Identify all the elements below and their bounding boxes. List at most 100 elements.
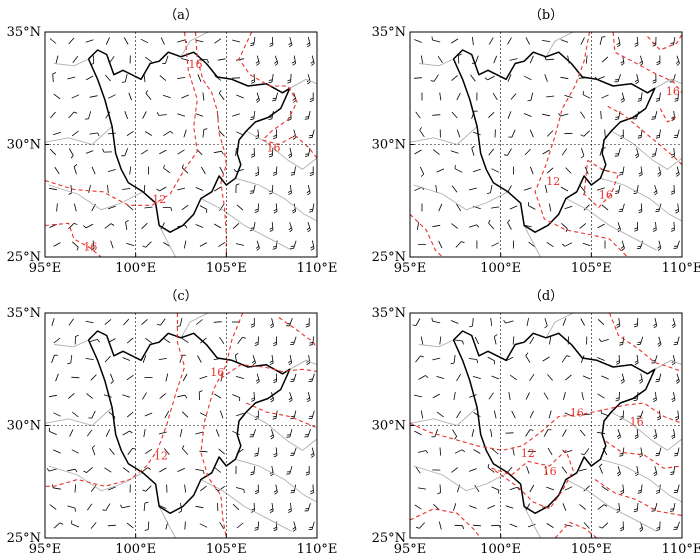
wind-barb: [108, 94, 116, 99]
wind-barb: [55, 373, 59, 382]
wind-barb: [420, 336, 424, 345]
sichuan-outline: [452, 330, 656, 515]
wind-barb-feather: [254, 492, 259, 495]
panel-a-plot-area: 16 16 12 16: [45, 32, 317, 257]
wind-barb: [417, 487, 427, 490]
wind-barb: [673, 429, 676, 437]
wind-barb-feather: [273, 489, 278, 493]
wind-barb: [289, 429, 293, 437]
wind-barb: [421, 55, 423, 64]
wind-barb-feather: [619, 344, 623, 346]
province-boundary-line: [235, 458, 317, 503]
wind-barb: [232, 430, 240, 436]
wind-barb: [312, 203, 315, 212]
wind-barb-feather: [462, 340, 464, 345]
wind-barb: [564, 242, 573, 247]
wind-barb-feather: [656, 60, 661, 63]
wind-barb: [470, 74, 476, 82]
wind-barb: [597, 504, 605, 510]
wind-barb: [163, 130, 171, 137]
wind-barb-feather: [653, 325, 658, 329]
wind-barb: [529, 336, 535, 345]
wind-barb-feather: [254, 341, 259, 344]
wind-barb: [177, 77, 186, 79]
wind-barb: [654, 466, 658, 474]
wind-barb-feather: [272, 248, 277, 250]
wind-barb: [49, 148, 57, 156]
wind-barb: [275, 240, 278, 249]
wind-barb: [658, 373, 662, 382]
wind-barb: [599, 37, 603, 45]
wind-barb-feather: [273, 455, 278, 458]
wind-barb-feather: [288, 227, 292, 231]
wind-barb: [505, 356, 514, 362]
wind-barb: [676, 55, 680, 64]
wind-barb-feather: [437, 492, 441, 495]
contour-line: [246, 402, 317, 429]
wind-barb-feather: [307, 229, 311, 233]
wind-barb: [53, 131, 61, 136]
wind-barb: [107, 205, 116, 210]
wind-barb: [546, 58, 555, 61]
wind-barb: [583, 204, 590, 211]
wind-barb: [438, 521, 442, 530]
wind-barb-feather: [615, 399, 620, 402]
wind-barb: [414, 39, 422, 43]
wind-barb-feather: [635, 81, 639, 85]
wind-barb: [91, 410, 96, 419]
wind-barb-feather: [169, 130, 174, 134]
wind-barb: [547, 130, 554, 137]
wind-barb: [525, 429, 531, 437]
wind-barb: [547, 374, 554, 381]
wind-barb-feather: [255, 97, 260, 101]
contour-line: [608, 313, 682, 373]
wind-barb: [195, 113, 204, 117]
wind-barb: [218, 485, 226, 492]
wind-barb-feather: [634, 79, 639, 83]
province-boundary-line: [611, 411, 682, 451]
wind-barb: [257, 447, 260, 456]
wind-barb-feather: [292, 211, 296, 214]
wind-barb-feather: [221, 151, 224, 155]
wind-barb: [507, 111, 512, 119]
wind-barb: [271, 429, 275, 437]
contour-label: 16: [210, 366, 224, 379]
wind-barb: [312, 336, 315, 345]
wind-barb-feather: [311, 455, 315, 458]
wind-barb: [677, 92, 679, 101]
wind-barb-feather: [250, 116, 255, 118]
wind-barb: [67, 468, 76, 472]
wind-barb: [195, 505, 204, 509]
province-boundary-line: [654, 359, 682, 370]
wind-barb-feather: [639, 381, 643, 384]
lon-tick-label: 105°E: [206, 542, 247, 557]
wind-barb: [453, 392, 456, 400]
wind-barb: [673, 37, 676, 45]
wind-barb-feather: [291, 60, 296, 64]
wind-barb: [544, 318, 548, 326]
wind-barb-feather: [652, 44, 656, 47]
wind-barb-feather: [73, 164, 78, 168]
wind-barb-feather: [653, 473, 658, 477]
wind-barb: [143, 184, 146, 194]
wind-barb-feather: [639, 528, 644, 532]
wind-barb-feather: [651, 155, 656, 157]
wind-barb-feather: [306, 44, 311, 48]
wind-barb: [564, 524, 573, 527]
lon-tick-label: 110°E: [662, 261, 700, 276]
wind-barb: [289, 222, 293, 230]
wind-barb: [104, 319, 112, 325]
wind-barb-feather: [635, 155, 639, 159]
wind-barb: [469, 505, 477, 509]
lat-tick-label: 30°N: [7, 419, 41, 434]
contour-label: 12: [152, 193, 166, 206]
wind-barb-feather: [658, 173, 662, 177]
wind-barb: [307, 111, 311, 119]
wind-barb-feather: [184, 224, 188, 229]
wind-barb: [579, 504, 587, 510]
wind-barb-feather: [652, 153, 656, 155]
wind-barb: [218, 241, 226, 248]
wind-barb-feather: [309, 134, 313, 137]
wind-barb: [214, 186, 222, 192]
lat-tick-label: 25°N: [7, 250, 41, 265]
